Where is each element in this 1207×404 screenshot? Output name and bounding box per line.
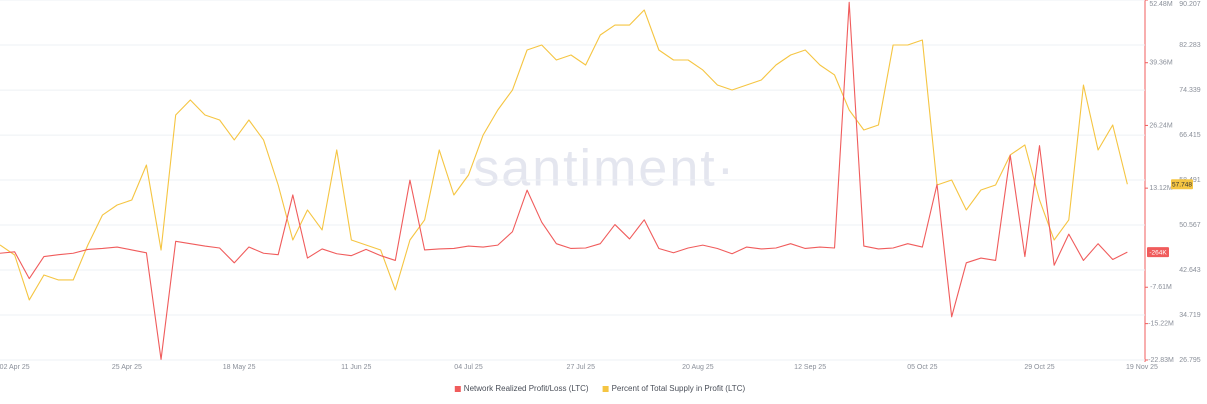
legend-item: Percent of Total Supply in Profit (LTC) <box>602 384 746 393</box>
end-label: 57.748 <box>1172 181 1192 188</box>
x-tick-label: 19 Nov 25 <box>1126 364 1158 371</box>
y2-tick-label: 50.567 <box>1179 222 1201 229</box>
legend-label: Percent of Total Supply in Profit (LTC) <box>612 384 746 393</box>
x-tick-label: 29 Oct 25 <box>1024 364 1054 371</box>
y2-tick-label: 90.207 <box>1179 1 1201 8</box>
y-tick-label: 39.36M <box>1149 60 1173 67</box>
legend-swatch <box>602 386 609 392</box>
y-tick-label: 13.12M <box>1149 185 1173 192</box>
y2-tick-label: 26.795 <box>1179 357 1201 364</box>
y2-tick-label: 66.415 <box>1179 132 1201 139</box>
x-tick-label: 05 Oct 25 <box>907 364 937 371</box>
x-tick-label: 18 May 25 <box>223 364 256 371</box>
end-badge <box>1171 179 1193 190</box>
x-tick-label: 11 Jun 25 <box>341 364 371 371</box>
x-tick-label: 12 Sep 25 <box>794 364 826 371</box>
series-line <box>0 9 1128 301</box>
legend-label: Network Realized Profit/Loss (LTC) <box>464 384 589 393</box>
series-line <box>0 1 1128 360</box>
x-tick-label: 25 Apr 25 <box>112 364 142 371</box>
y-tick-label: 26.24M <box>1149 122 1173 129</box>
y-tick-label: -22.83M <box>1148 357 1174 364</box>
x-tick-label: 02 Apr 25 <box>0 364 30 371</box>
y-tick-label: -7.61M <box>1150 284 1172 291</box>
legend: Network Realized Profit/Loss (LTC) Percen… <box>454 384 746 393</box>
y-tick-label: 52.48M <box>1149 1 1173 8</box>
x-tick-label: 20 Aug 25 <box>682 364 714 371</box>
y2-tick-label: 42.643 <box>1179 267 1201 274</box>
legend-swatch <box>454 386 461 392</box>
y2-tick-label: 82.283 <box>1179 42 1201 49</box>
x-tick-label: 04 Jul 25 <box>454 364 483 371</box>
x-tick-label: 27 Jul 25 <box>567 364 596 371</box>
end-label: -264K <box>1149 249 1167 256</box>
watermark: ·santiment· <box>454 140 736 198</box>
y-tick-label: -15.22M <box>1148 320 1174 327</box>
end-badge <box>1147 247 1169 258</box>
legend-item: Network Realized Profit/Loss (LTC) <box>454 384 589 393</box>
y2-tick-label: 34.719 <box>1179 312 1201 319</box>
y2-tick-label: 74.339 <box>1179 87 1201 94</box>
